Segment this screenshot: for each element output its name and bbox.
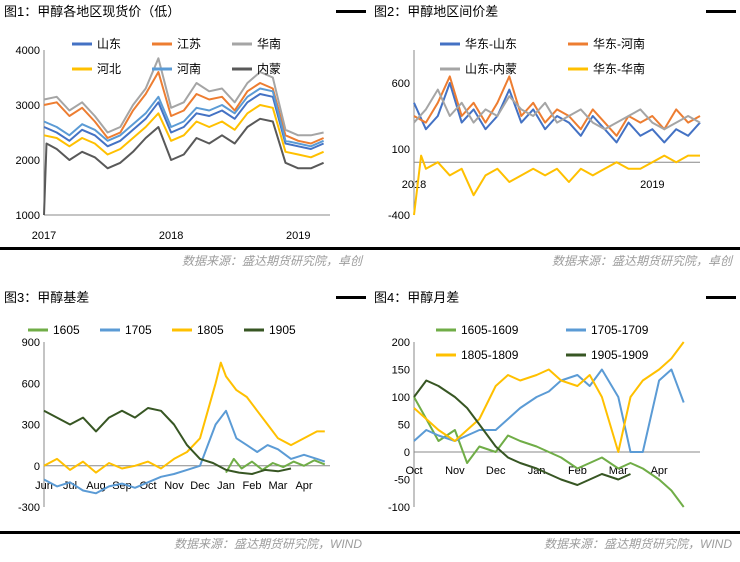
y-tick-label: 150 bbox=[392, 365, 410, 377]
series-line-2 bbox=[413, 368, 685, 453]
chart-source: 数据来源：盛达期货研究院，WIND bbox=[544, 537, 732, 551]
legend-label: 1705 bbox=[125, 323, 152, 337]
chart-title: 图3：甲醇基差 bbox=[4, 290, 90, 305]
chart-panel-4: 图4：甲醇月差 -100 -50 0 50 100 150 200 Oct Nov Dec Jan F… bbox=[370, 286, 740, 562]
series-line-1 bbox=[413, 396, 685, 508]
x-tick-label: Jun bbox=[35, 480, 53, 492]
chart-source: 数据来源：盛达期货研究院，卓创 bbox=[551, 254, 732, 268]
legend-label: 1605-1609 bbox=[461, 323, 519, 337]
x-tick-label: Nov bbox=[164, 480, 184, 492]
legend-label: 江苏 bbox=[177, 37, 201, 51]
legend-label: 1705-1709 bbox=[591, 323, 649, 337]
y-tick-label: 600 bbox=[22, 378, 40, 390]
x-tick-label: Oct bbox=[139, 480, 156, 492]
x-tick-label: Sep bbox=[112, 480, 132, 492]
y-tick-label: -300 bbox=[18, 502, 40, 514]
series-line-1 bbox=[225, 457, 326, 474]
x-tick-label: Jan bbox=[217, 480, 235, 492]
x-tick-label: 2019 bbox=[286, 230, 310, 242]
series-line-5 bbox=[43, 87, 324, 148]
x-tick-label: Mar bbox=[269, 480, 288, 492]
y-tick-label: 200 bbox=[392, 337, 410, 349]
legend-label: 河北 bbox=[97, 62, 121, 76]
series-line-4 bbox=[43, 104, 324, 159]
legend-label: 1605 bbox=[53, 323, 80, 337]
series-line-2 bbox=[413, 75, 701, 137]
divider bbox=[0, 531, 740, 534]
y-tick-label: 900 bbox=[22, 337, 40, 349]
legend-label: 华东-河南 bbox=[593, 36, 645, 51]
title-bar-decoration bbox=[706, 296, 736, 299]
y-tick-label: 1000 bbox=[16, 210, 40, 222]
title-bar-decoration bbox=[706, 10, 736, 13]
series-line-3 bbox=[413, 88, 701, 131]
y-tick-label: 0 bbox=[404, 447, 410, 459]
y-tick-label: -100 bbox=[388, 502, 410, 514]
legend-label: 1805 bbox=[197, 323, 224, 337]
y-tick-label: 2000 bbox=[16, 155, 40, 167]
chart-title: 图4：甲醇月差 bbox=[374, 290, 460, 305]
x-tick-label: Apr bbox=[651, 465, 668, 477]
series-line-3 bbox=[43, 57, 324, 137]
series-line-6 bbox=[43, 117, 324, 216]
y-tick-label: 100 bbox=[392, 392, 410, 404]
series-line-1 bbox=[43, 93, 324, 150]
series-line-2 bbox=[43, 409, 326, 495]
x-tick-label: Feb bbox=[243, 480, 262, 492]
x-tick-label: Apr bbox=[295, 480, 312, 492]
x-tick-label: Nov bbox=[445, 465, 465, 477]
divider bbox=[0, 247, 740, 250]
series-line-4 bbox=[413, 154, 700, 216]
legend-label: 华南 bbox=[257, 36, 281, 51]
legend-label: 华东-山东 bbox=[465, 37, 517, 51]
x-tick-label: 2019 bbox=[640, 179, 664, 191]
chart-panel-3: 图3：甲醇基差 -300 0 300 600 900 Jun Jul Aug Sep Oct Nov… bbox=[0, 286, 370, 562]
legend-label: 河南 bbox=[177, 61, 201, 76]
legend-label: 山东-内蒙 bbox=[465, 62, 517, 76]
chart-title: 图2：甲醇地区间价差 bbox=[374, 4, 499, 19]
y-tick-label: -400 bbox=[388, 210, 410, 222]
y-tick-label: 4000 bbox=[16, 45, 40, 57]
series-line-3 bbox=[413, 341, 685, 453]
legend-label: 1905 bbox=[269, 323, 296, 337]
y-tick-label: 0 bbox=[34, 461, 40, 473]
y-tick-label: 50 bbox=[398, 420, 410, 432]
chart-source: 数据来源：盛达期货研究院，WIND bbox=[174, 537, 362, 551]
series-line-1 bbox=[413, 82, 701, 144]
legend-label: 1805-1809 bbox=[461, 348, 519, 362]
y-tick-label: -50 bbox=[394, 475, 410, 487]
x-tick-label: 2018 bbox=[402, 179, 426, 191]
x-tick-label: 2017 bbox=[32, 230, 56, 242]
chart-panel-1: 图1：甲醇各地区现货价（低） 1000 2000 3000 4000 2017 2018 2… bbox=[0, 0, 370, 276]
y-tick-label: 100 bbox=[392, 144, 410, 156]
title-bar-decoration bbox=[336, 10, 366, 13]
title-bar-decoration bbox=[336, 296, 366, 299]
series-line-3 bbox=[43, 361, 325, 474]
x-tick-label: Aug bbox=[86, 480, 106, 492]
x-tick-label: Feb bbox=[568, 465, 587, 477]
x-tick-label: Mar bbox=[609, 465, 628, 477]
x-tick-label: Dec bbox=[190, 480, 210, 492]
x-tick-label: 2018 bbox=[159, 230, 183, 242]
x-tick-label: Oct bbox=[405, 465, 422, 477]
legend-label: 1905-1909 bbox=[591, 348, 649, 362]
legend-label: 华东-华南 bbox=[593, 61, 645, 76]
chart-panel-2: 图2：甲醇地区间价差 -400 100 600 2018 2019 华东-山东 华东-河南山… bbox=[370, 0, 740, 276]
legend-label: 内蒙 bbox=[257, 62, 281, 76]
y-tick-label: 600 bbox=[392, 78, 410, 90]
y-tick-label: 3000 bbox=[16, 100, 40, 112]
chart-title: 图1：甲醇各地区现货价（低） bbox=[4, 4, 181, 19]
y-tick-label: 300 bbox=[22, 420, 40, 432]
x-tick-label: Dec bbox=[486, 465, 506, 477]
legend-label: 山东 bbox=[97, 37, 121, 51]
chart-source: 数据来源：盛达期货研究院，卓创 bbox=[181, 254, 362, 268]
series-line-4 bbox=[413, 379, 631, 486]
series-line-4 bbox=[43, 407, 292, 475]
